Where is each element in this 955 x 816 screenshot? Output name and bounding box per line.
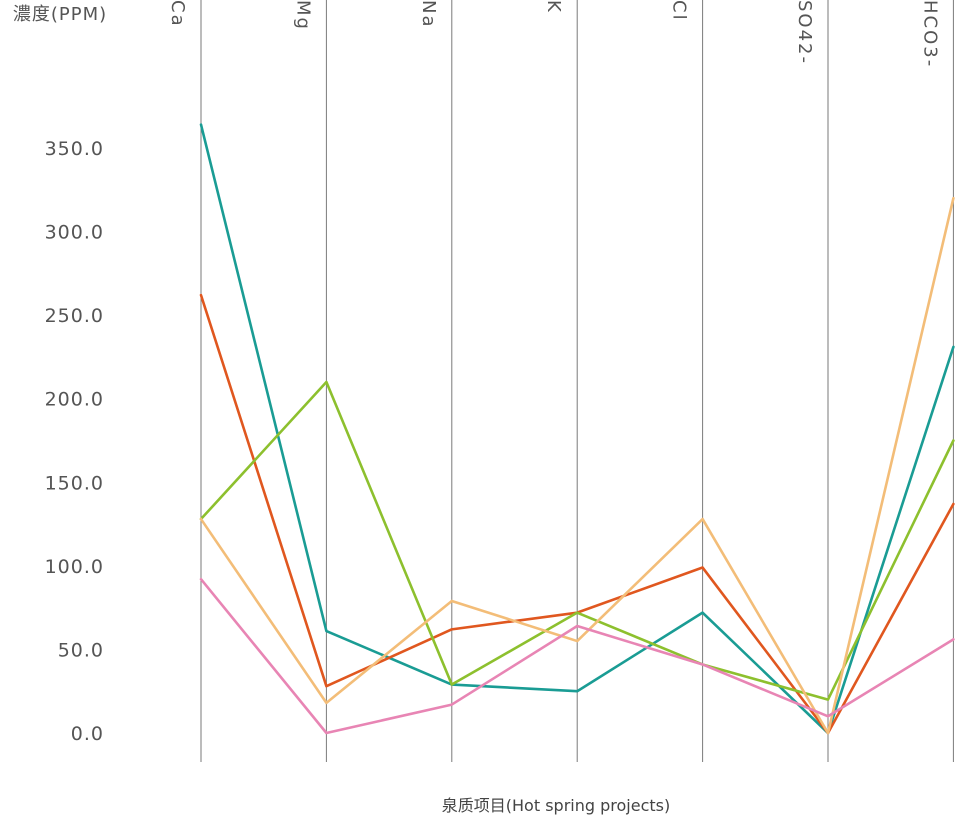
y-tick-label: 350.0 [45, 138, 104, 160]
category-label: Na [418, 0, 439, 29]
series-line-3 [199, 380, 955, 701]
category-label: Cl [669, 0, 690, 22]
y-tick-label: 300.0 [45, 222, 104, 244]
category-axes [200, 0, 954, 762]
category-label: HCO3- [919, 0, 940, 68]
y-axis-label: 濃度(PPM) [13, 4, 107, 25]
series-lines [199, 123, 955, 735]
y-tick-label: 150.0 [45, 472, 104, 494]
series-line-5 [199, 577, 955, 735]
y-tick-label: 200.0 [45, 389, 104, 411]
series-line-4 [199, 196, 955, 735]
y-tick-label: 100.0 [45, 556, 104, 578]
y-tick-label: 250.0 [45, 305, 104, 327]
y-tick-label: 50.0 [58, 639, 104, 661]
category-label: SO42- [794, 0, 815, 65]
category-label: K [543, 0, 564, 14]
category-label: Mg [292, 0, 313, 31]
category-labels: Ca Mg Na K Cl SO42- HCO3- [167, 0, 940, 68]
y-tick-label: 0.0 [71, 723, 104, 745]
x-axis-label: 泉质项目(Hot spring projects) [442, 796, 670, 815]
category-label: Ca [167, 0, 188, 28]
y-tick-labels: 0.0 50.0 100.0 150.0 200.0 250.0 300.0 350.0 [45, 138, 104, 745]
